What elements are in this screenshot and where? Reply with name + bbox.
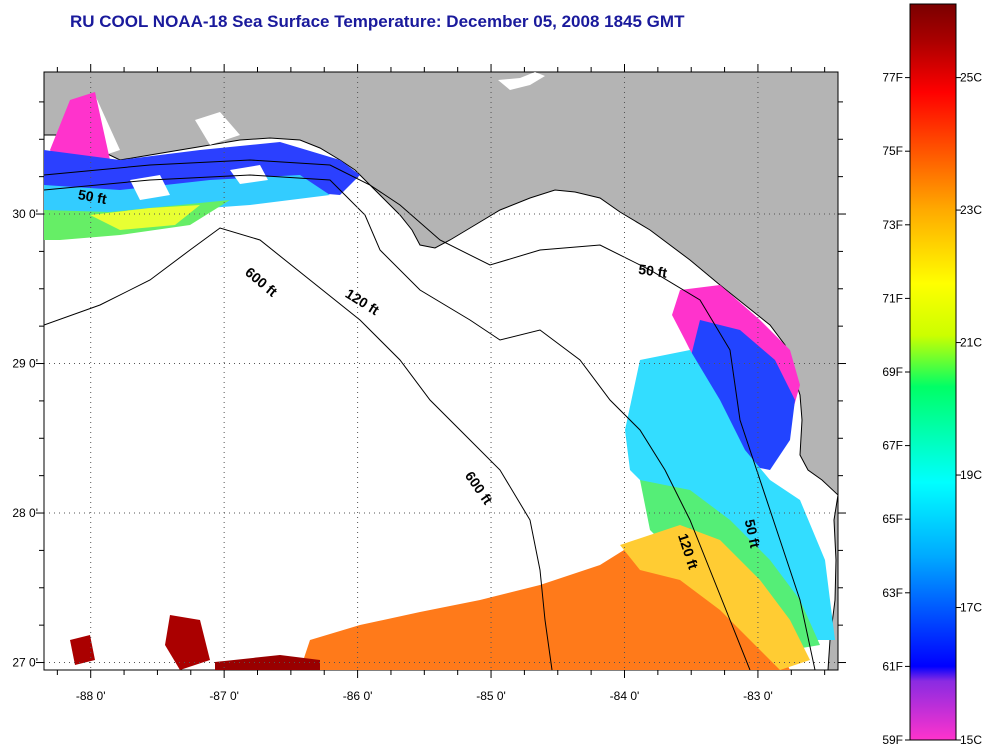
bathymetry-contours	[44, 159, 816, 670]
colorbar-f-label: 61F	[882, 659, 903, 673]
contour-label: 50 ft	[77, 186, 108, 207]
lon-tick-label: -87 0'	[209, 689, 239, 703]
lat-tick-label: 27 0'	[12, 656, 38, 670]
colorbar-f-label: 65F	[882, 512, 903, 526]
contour-label: 50 ft	[637, 261, 668, 281]
lon-tick-label: -88 0'	[76, 689, 106, 703]
lat-tick-label: 30 0'	[12, 207, 38, 221]
colorbar-c-label: 23C	[960, 203, 982, 217]
contour-120ft	[44, 174, 751, 670]
lon-tick-label: -85 0'	[476, 689, 506, 703]
colorbar-f-label: 75F	[882, 144, 903, 158]
sst-warm-red-1	[165, 615, 210, 670]
land-north	[44, 72, 838, 496]
map-ticks: -88 0' -87 0' -86 0' -85 0' -84 0' -83 0' 27 0…	[12, 64, 846, 703]
lon-tick-label: -86 0'	[343, 689, 373, 703]
colorbar-c-label: 17C	[960, 601, 982, 615]
colorbar-f-label: 63F	[882, 586, 903, 600]
contour-50ft	[44, 159, 816, 670]
colorbar-f-label: 73F	[882, 218, 903, 232]
colorbar-f-label: 71F	[882, 291, 903, 305]
colorbar-c-label: 25C	[960, 71, 982, 85]
sst-warm-red-3	[70, 635, 95, 665]
sst-panhandle-magenta	[50, 92, 110, 165]
sst-panhandle-yellow	[90, 205, 200, 230]
sst-shelf-blue	[690, 320, 795, 470]
colorbar-f-label: 67F	[882, 439, 903, 453]
colorbar-labels: 77F 75F 73F 71F 69F 67F 65F 63F 61F 59F 25C 23C 21C 1…	[882, 71, 982, 747]
lat-tick-label: 29 0'	[12, 357, 38, 371]
map-title: RU COOL NOAA-18 Sea Surface Temperature:…	[70, 12, 685, 31]
lon-tick-label: -84 0'	[610, 689, 640, 703]
sst-white-patches	[130, 165, 268, 200]
colorbar	[909, 3, 957, 741]
lat-tick-label: 28 0'	[12, 506, 38, 520]
island-top	[498, 72, 545, 90]
colorbar-f-label: 59F	[882, 733, 903, 747]
colorbar-f-label: 69F	[882, 365, 903, 379]
colorbar-c-label: 19C	[960, 468, 982, 482]
sst-panhandle-cyan	[44, 175, 330, 215]
sst-shelf-cyan	[625, 350, 835, 640]
sst-warm-yellow	[620, 525, 810, 670]
colorbar-c-label: 21C	[960, 336, 982, 350]
contour-label: 50 ft	[742, 518, 764, 550]
bay-choctaw	[195, 112, 240, 145]
colorbar-f-label: 77F	[882, 71, 903, 85]
sst-warm-red-2	[215, 655, 320, 670]
lon-tick-label: -83 0'	[743, 689, 773, 703]
colorbar-c-label: 15C	[960, 733, 982, 747]
contour-600ft	[44, 227, 553, 670]
